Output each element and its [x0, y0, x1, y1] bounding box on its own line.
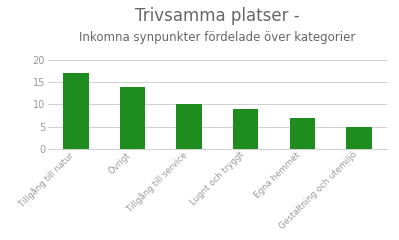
- Text: Inkomna synpunkter fördelade över kategorier: Inkomna synpunkter fördelade över katego…: [79, 31, 356, 44]
- Bar: [120, 87, 145, 149]
- Bar: [290, 118, 315, 149]
- Bar: [346, 127, 371, 149]
- Bar: [233, 109, 259, 149]
- Bar: [63, 73, 89, 149]
- Bar: [176, 104, 202, 149]
- Text: Trivsamma platser -: Trivsamma platser -: [135, 7, 300, 25]
